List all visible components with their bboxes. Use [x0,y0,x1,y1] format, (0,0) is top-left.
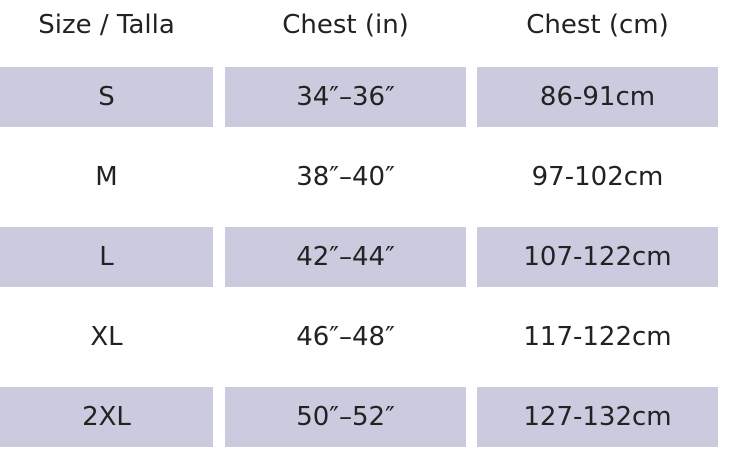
table-cell: 34″–36″ [225,67,466,127]
table-cell: 38″–40″ [296,162,395,192]
table-cell: 46″–48″ [296,322,395,352]
table-cell: 86-91cm [477,67,718,127]
table-cell: 97-102cm [531,162,664,192]
table-cell: 107-122cm [477,227,718,287]
table-cell: XL [90,322,123,352]
table-cell: 42″–44″ [225,227,466,287]
table-cell: 127-132cm [477,387,718,447]
table-cell: L [0,227,213,287]
table-cell: M [95,162,118,192]
header-cell: Chest (in) [282,10,409,40]
table-cell: 117-122cm [523,322,672,352]
header-cell: Chest (cm) [526,10,669,40]
header-cell: Size / Talla [38,10,175,40]
table-cell: 50″–52″ [225,387,466,447]
table-cell: S [0,67,213,127]
table-cell: 2XL [0,387,213,447]
